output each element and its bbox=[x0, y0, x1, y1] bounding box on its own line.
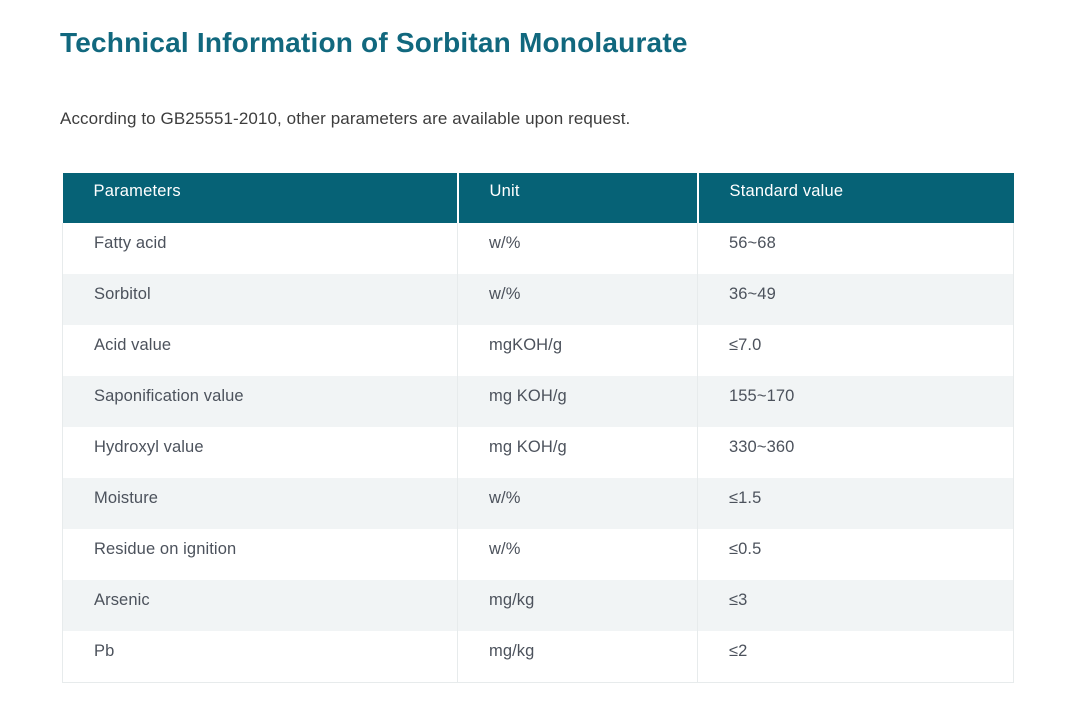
page-title: Technical Information of Sorbitan Monola… bbox=[60, 27, 688, 58]
column-header-unit: Unit bbox=[457, 173, 699, 223]
standard-value-cell: ≤7.0 bbox=[697, 325, 1014, 376]
unit-cell: w/% bbox=[457, 274, 698, 325]
unit-cell: w/% bbox=[457, 478, 698, 529]
parameter-cell: Saponification value bbox=[62, 376, 458, 427]
technical-info-table-wrapper: Parameters Unit Standard value Fatty aci… bbox=[62, 173, 1016, 683]
parameter-cell: Pb bbox=[62, 631, 458, 683]
standard-value-cell: ≤3 bbox=[697, 580, 1014, 631]
standard-value-cell: 36~49 bbox=[697, 274, 1014, 325]
standard-value-cell: ≤0.5 bbox=[697, 529, 1014, 580]
standard-value-cell: 155~170 bbox=[697, 376, 1014, 427]
unit-cell: mg/kg bbox=[457, 580, 698, 631]
table-row: Fatty acid w/% 56~68 bbox=[62, 223, 1014, 274]
table-row: Moisture w/% ≤1.5 bbox=[62, 478, 1014, 529]
table-row: Acid value mgKOH/g ≤7.0 bbox=[62, 325, 1014, 376]
technical-info-section: Technical Information of Sorbitan Monola… bbox=[60, 27, 1016, 683]
unit-cell: mg KOH/g bbox=[457, 427, 698, 478]
parameter-cell: Moisture bbox=[62, 478, 458, 529]
column-header-standard-value: Standard value bbox=[697, 173, 1014, 223]
table-row: Arsenic mg/kg ≤3 bbox=[62, 580, 1014, 631]
standard-value-cell: 330~360 bbox=[697, 427, 1014, 478]
parameter-cell: Arsenic bbox=[62, 580, 458, 631]
table-header: Parameters Unit Standard value bbox=[62, 173, 1014, 223]
parameter-cell: Acid value bbox=[62, 325, 458, 376]
table-body: Fatty acid w/% 56~68 Sorbitol w/% 36~49 … bbox=[62, 223, 1014, 683]
unit-cell: mgKOH/g bbox=[457, 325, 698, 376]
parameter-cell: Residue on ignition bbox=[62, 529, 458, 580]
standard-value-cell: ≤1.5 bbox=[697, 478, 1014, 529]
table-row: Sorbitol w/% 36~49 bbox=[62, 274, 1014, 325]
unit-cell: w/% bbox=[457, 529, 698, 580]
standard-value-cell: 56~68 bbox=[697, 223, 1014, 274]
table-row: Hydroxyl value mg KOH/g 330~360 bbox=[62, 427, 1014, 478]
parameter-cell: Fatty acid bbox=[62, 223, 458, 274]
column-header-parameters: Parameters bbox=[62, 173, 459, 223]
unit-cell: mg/kg bbox=[457, 631, 698, 683]
parameter-cell: Hydroxyl value bbox=[62, 427, 458, 478]
header-row: Parameters Unit Standard value bbox=[62, 173, 1014, 223]
page-subtitle: According to GB25551-2010, other paramet… bbox=[60, 109, 631, 128]
standard-value-cell: ≤2 bbox=[697, 631, 1014, 683]
unit-cell: w/% bbox=[457, 223, 698, 274]
table-row: Pb mg/kg ≤2 bbox=[62, 631, 1014, 683]
table-row: Saponification value mg KOH/g 155~170 bbox=[62, 376, 1014, 427]
technical-info-table: Parameters Unit Standard value Fatty aci… bbox=[62, 173, 1014, 683]
unit-cell: mg KOH/g bbox=[457, 376, 698, 427]
parameter-cell: Sorbitol bbox=[62, 274, 458, 325]
table-row: Residue on ignition w/% ≤0.5 bbox=[62, 529, 1014, 580]
